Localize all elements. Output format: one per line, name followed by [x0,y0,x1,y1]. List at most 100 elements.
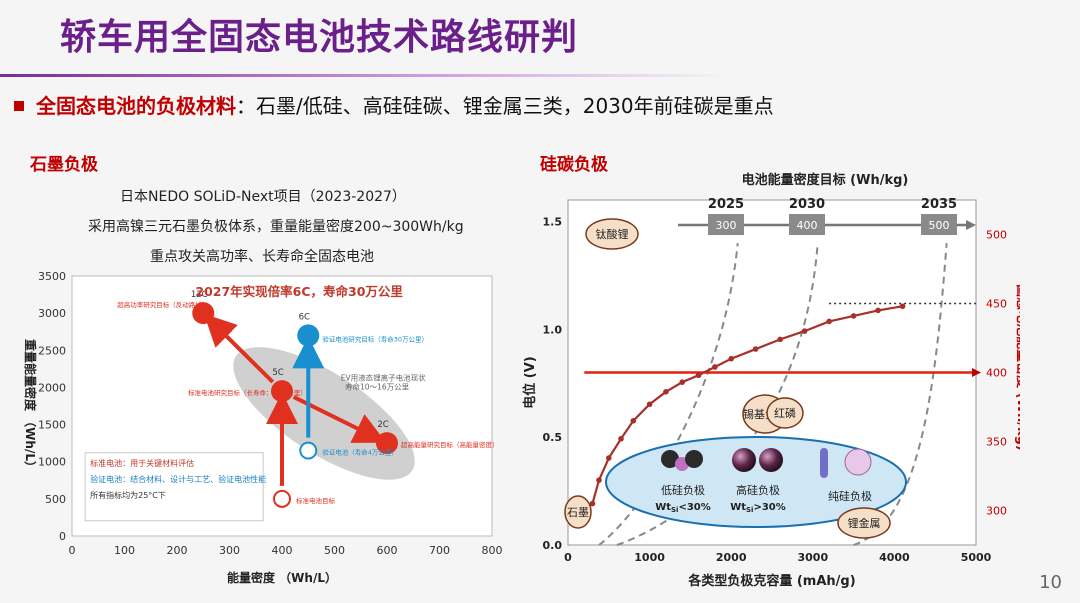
x-tick-label: 500 [324,544,345,557]
y2-tick-label: 450 [986,298,1007,311]
energy-density-point [712,364,718,370]
high-si-graphic [759,448,783,472]
energy-density-point [596,477,602,483]
y-tick-label: 1.0 [543,323,563,336]
data-point [192,302,215,325]
y-tick-label: 1500 [38,419,66,432]
target-year: 2035 [921,197,957,212]
target-box [789,214,825,235]
left-desc-line-1: 日本NEDO SOLiD-Next项目（2023-2027） [120,189,406,205]
energy-density-point [777,336,783,343]
page-number: 10 [1039,572,1062,593]
energy-density-point [801,328,808,334]
y-tick-label: 0 [59,530,66,543]
target-value: 500 [929,219,950,232]
y-axis-label: 电位 (V) [522,356,538,408]
dashed-transition-2030 [616,243,819,546]
low-si-threshold: <30% [678,502,710,513]
y-tick-label: 3500 [38,270,66,283]
data-point [299,441,318,460]
high-si-condition: WtSi>30% [730,502,786,514]
high-si-subscript: Si [746,506,753,514]
energy-density-point [630,418,637,424]
low-si-condition: WtSi<30% [655,502,711,514]
left-section-label: 石墨负极 [30,155,98,175]
point-rate-label: 12C [191,290,208,300]
bubble-red-phosphorus [766,397,804,429]
point-note: 验证电池研究目标（寿命30万公里） [322,334,428,343]
data-point [376,432,398,455]
energy-density-point [826,318,832,325]
x-tick-label: 0 [564,551,572,564]
bullet-key: 全固态电池的负极材料 [36,94,236,118]
y2-tick-label: 400 [986,367,1007,380]
point-note: 超高功率研究目标（反动路线） [117,300,208,309]
point-rate-label: 2C [377,420,388,430]
point-note: 超高能量研究目标（高能量密度） [401,440,499,449]
y-tick-label: 500 [45,493,66,506]
graphite-anode-chart: 0 100 200 300 400 500 600 700 800 0 500 1000 1500 200… [23,270,503,585]
x-tick-label: 300 [219,544,240,557]
bubble-li-metal [837,507,891,539]
pure-si-rod-graphic [820,448,828,478]
top-axis-title: 电池能量密度目标 (Wh/kg) [742,172,909,188]
bubble-lto [585,218,639,250]
left-desc-line-3: 重点攻关高功率、长寿命全固态电池 [150,249,374,265]
target-value: 400 [797,219,818,232]
y-tick-label: 1000 [38,456,66,469]
low-si-graphic [661,450,679,468]
y-tick-label: 3000 [38,307,66,320]
energy-density-point [695,372,702,379]
y-tick-label: 2500 [38,344,66,357]
x-tick-label: 600 [377,544,398,557]
y2-tick-label: 350 [986,436,1007,449]
y-tick-label: 2000 [38,381,66,394]
bubble-li-metal-label: 锂金属 [848,516,881,530]
high-si-threshold: >30% [753,502,785,513]
point-rate-label: 6C [299,312,310,322]
x-tick-label: 400 [272,544,293,557]
bullet-point: 全固态电池的负极材料：石墨/低硅、高硅硅碳、锂金属三类，2030年前硅碳是重点 [14,90,774,119]
point-note: 标准电池目标 [296,496,336,505]
trend-arrow [203,313,275,384]
target-year: 2025 [708,197,744,212]
x-axis-label: 各类型负极克容量 (mAh/g) [687,573,855,589]
target-year: 2030 [789,197,825,212]
y2-tick-label: 300 [986,505,1007,518]
legend-verify: 验证电池：结合材料、设计与工艺、验证电池性能 [90,474,266,484]
target-box [921,214,957,235]
x-tick-label: 1000 [634,551,665,564]
data-point [273,489,291,508]
low-si-graphic [685,450,703,468]
high-si-label: 高硅负极 [736,483,780,497]
left-desc-line-2: 采用高镍三元石墨负极体系，重量能量密度200~300Wh/kg [88,219,464,235]
x-tick-label: 5000 [961,551,992,564]
dashed-transition-2025 [598,243,739,546]
y-tick-label: 0.5 [543,431,563,444]
pure-si-label: 纯硅负极 [828,489,872,503]
x-tick-label: 800 [482,544,503,557]
right-section-label: 硅碳负极 [540,155,608,175]
bubble-graphite-label: 石墨 [567,506,589,519]
x-axis-label: 能量密度 （Wh/L） [227,570,337,585]
point-rate-label: 5C [272,368,283,378]
bullet-square-icon [14,101,24,111]
energy-density-point [875,307,881,314]
x-tick-label: 3000 [797,551,828,564]
data-point [297,324,320,347]
x-tick-label: 200 [167,544,188,557]
legend-standard: 标准电池：用于关键材料评估 [90,458,194,468]
x-tick-label: 4000 [879,551,910,564]
chart1-title: 2027年实现倍率6C，寿命30万公里 [195,284,403,299]
page-title: 轿车用全固态电池技术路线研判 [60,17,579,58]
energy-density-point [589,500,596,507]
legend-footnote: 所有指标均为25°C下 [90,490,166,500]
low-si-subscript: Si [671,506,678,514]
energy-density-point [618,435,624,442]
energy-density-line [591,305,903,504]
low-si-label: 低硅负极 [661,483,705,497]
point-note: 验证电池（寿命4万公里） [322,448,398,457]
point-note: 标准电池研究目标（长寿命：10万公里） [188,388,307,397]
